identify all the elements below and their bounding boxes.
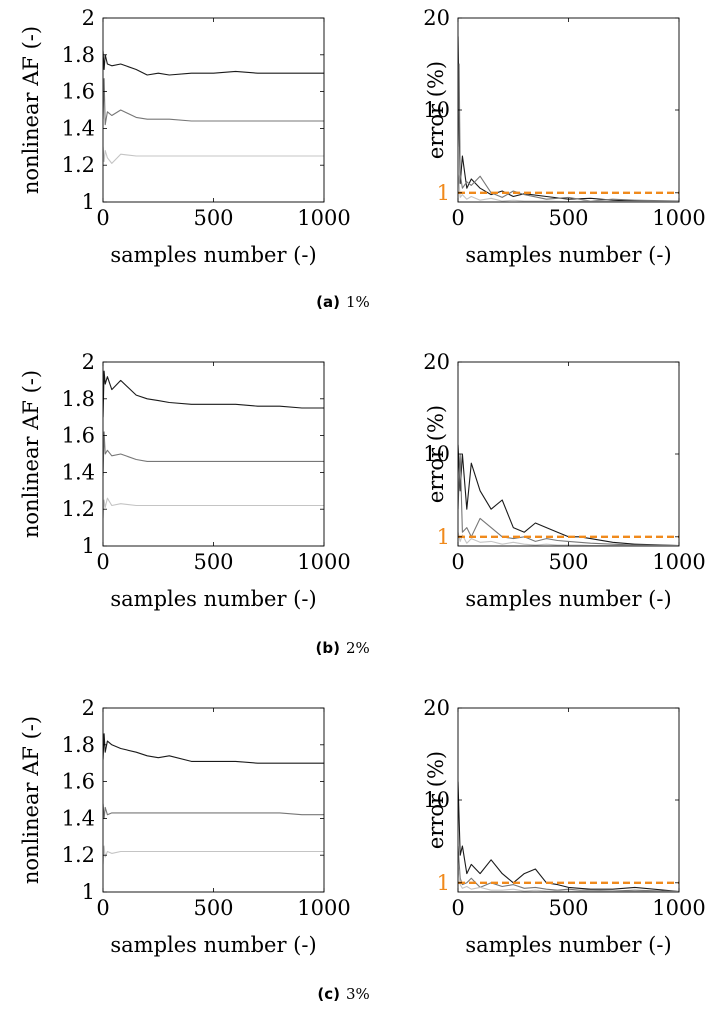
y-tick-label: 1 — [82, 190, 95, 214]
series-line-1 — [103, 733, 324, 764]
series-line-2 — [458, 63, 679, 202]
y-tick-label: 1.2 — [62, 843, 95, 867]
y-tick-label: 1.6 — [62, 80, 95, 104]
x-axis-label: samples number (-) — [110, 933, 316, 957]
series-group — [458, 36, 679, 202]
x-axis-label: samples number (-) — [465, 243, 671, 267]
x-tick-label: 500 — [193, 896, 233, 920]
y-axis-label: nonlinear AF (-) — [19, 370, 43, 538]
x-tick-label: 1000 — [297, 896, 350, 920]
y-tick-label: 20 — [423, 6, 450, 30]
x-tick-label: 1000 — [297, 206, 350, 230]
y-tick-label: 20 — [423, 696, 450, 720]
plot-frame — [457, 707, 680, 893]
threshold-tick-label: 1 — [437, 181, 450, 205]
plot-frame — [457, 17, 680, 203]
caption-tag-b: (b) — [316, 639, 340, 657]
x-tick-label: 500 — [193, 550, 233, 574]
caption-tag-c: (c) — [317, 985, 340, 1003]
x-tick-label: 500 — [548, 206, 588, 230]
chart-panel-4: 0 500 1000 1 1.2 1.4 1.6 1.8 2 samples number (-)… — [19, 696, 351, 957]
y-tick-label: 10 — [423, 788, 450, 812]
series-group — [103, 370, 324, 519]
caption-tag-a: (a) — [316, 293, 340, 311]
y-axis-label: error (%) — [424, 61, 448, 159]
series-line-1 — [103, 370, 324, 418]
y-tick-label: 10 — [423, 442, 450, 466]
caption-text-b: 2% — [346, 639, 370, 657]
x-tick-label: 0 — [96, 896, 109, 920]
y-tick-label: 1.6 — [62, 770, 95, 794]
chart-panel-5: 0 500 1000 1 10 20 samples number (-) error (%) — [423, 696, 705, 957]
x-tick-label: 1000 — [652, 896, 705, 920]
series-line-2 — [103, 431, 324, 477]
y-axis-label: error (%) — [424, 751, 448, 849]
series-line-3 — [103, 146, 324, 164]
series-line-1 — [458, 36, 679, 202]
series-line-1 — [458, 781, 679, 892]
y-axis-label: error (%) — [424, 405, 448, 503]
x-tick-label: 500 — [193, 206, 233, 230]
y-tick-label: 1.8 — [62, 733, 95, 757]
plot-frame — [102, 707, 325, 893]
series-line-2 — [103, 78, 324, 126]
series-line-3 — [103, 497, 324, 519]
y-tick-label: 20 — [423, 350, 450, 374]
x-tick-label: 500 — [548, 896, 588, 920]
y-tick-label: 1.6 — [62, 424, 95, 448]
y-tick-label: 1.4 — [62, 116, 95, 140]
plot-frame — [457, 361, 680, 547]
y-tick-label: 1 — [82, 534, 95, 558]
y-tick-label: 1.8 — [62, 43, 95, 67]
caption-text-c: 3% — [346, 985, 370, 1003]
x-tick-label: 0 — [451, 550, 464, 574]
series-line-2 — [458, 845, 679, 892]
x-tick-label: 1000 — [297, 550, 350, 574]
y-tick-label: 1.4 — [62, 460, 95, 484]
chart-panel-0: 0 500 1000 1 1.2 1.4 1.6 1.8 2 samples number (-)… — [19, 6, 351, 267]
y-tick-label: 1.8 — [62, 387, 95, 411]
x-tick-label: 0 — [451, 206, 464, 230]
x-tick-label: 1000 — [652, 206, 705, 230]
threshold-tick-label: 1 — [437, 871, 450, 895]
caption-text-a: 1% — [346, 293, 370, 311]
x-axis-label: samples number (-) — [110, 243, 316, 267]
y-tick-label: 1.4 — [62, 806, 95, 830]
series-line-2 — [458, 453, 679, 546]
y-axis-label: nonlinear AF (-) — [19, 716, 43, 884]
x-tick-label: 500 — [548, 550, 588, 574]
series-group — [103, 51, 324, 164]
plot-frame — [102, 361, 325, 547]
plot-frame — [102, 17, 325, 203]
x-tick-label: 0 — [451, 896, 464, 920]
chart-panel-3: 0 500 1000 1 10 20 samples number (-) error (%) — [423, 350, 705, 611]
y-tick-label: 10 — [423, 98, 450, 122]
y-tick-label: 2 — [82, 696, 95, 720]
threshold-tick-label: 1 — [437, 525, 450, 549]
series-line-2 — [103, 803, 324, 819]
y-tick-label: 2 — [82, 350, 95, 374]
x-axis-label: samples number (-) — [110, 587, 316, 611]
y-tick-label: 1 — [82, 880, 95, 904]
series-group — [458, 444, 679, 546]
x-tick-label: 1000 — [652, 550, 705, 574]
series-line-3 — [103, 845, 324, 865]
y-tick-label: 2 — [82, 6, 95, 30]
series-group — [458, 781, 679, 892]
series-line-1 — [103, 51, 324, 76]
x-axis-label: samples number (-) — [465, 933, 671, 957]
y-tick-label: 1.2 — [62, 497, 95, 521]
chart-panel-1: 0 500 1000 1 10 20 samples number (-) error (%) — [423, 6, 705, 267]
y-tick-label: 1.2 — [62, 153, 95, 177]
chart-panel-2: 0 500 1000 1 1.2 1.4 1.6 1.8 2 samples number (-)… — [19, 350, 351, 611]
y-axis-label: nonlinear AF (-) — [19, 26, 43, 194]
x-tick-label: 0 — [96, 206, 109, 230]
series-group — [103, 733, 324, 865]
x-tick-label: 0 — [96, 550, 109, 574]
series-line-1 — [458, 444, 679, 546]
x-axis-label: samples number (-) — [465, 587, 671, 611]
